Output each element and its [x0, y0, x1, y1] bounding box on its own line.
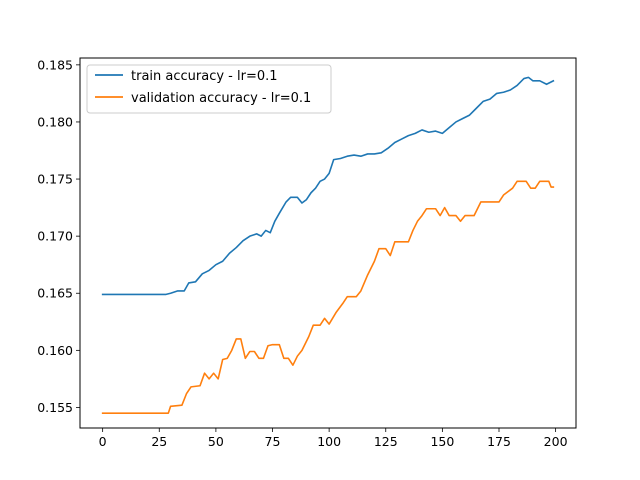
x-tick-label: 0 — [99, 434, 107, 449]
x-tick-label: 100 — [317, 434, 341, 449]
y-tick-label: 0.170 — [37, 229, 73, 244]
legend: train accuracy - lr=0.1 validation accur… — [86, 64, 332, 114]
x-tick-label: 200 — [544, 434, 568, 449]
y-tick-label: 0.180 — [37, 114, 73, 129]
x-tick-label: 75 — [265, 434, 281, 449]
y-axis-ticks: 0.155 0.160 0.165 0.170 0.175 0.180 0.185 — [37, 57, 80, 415]
y-tick-label: 0.165 — [37, 286, 73, 301]
x-tick-label: 175 — [487, 434, 511, 449]
x-tick-label: 150 — [430, 434, 454, 449]
y-tick-label: 0.175 — [37, 172, 73, 187]
plot-lines — [101, 76, 555, 414]
series-line-train — [101, 76, 555, 296]
plot-frame — [79, 57, 577, 429]
y-tick-label: 0.185 — [37, 57, 73, 72]
x-tick-label: 125 — [374, 434, 398, 449]
x-tick-label: 50 — [208, 434, 224, 449]
legend-box — [86, 64, 332, 114]
legend-label-validation: validation accuracy - lr=0.1 — [131, 91, 311, 106]
y-tick-label: 0.160 — [37, 343, 73, 358]
y-tick-label: 0.155 — [37, 400, 73, 415]
x-tick-label: 25 — [151, 434, 167, 449]
x-axis-ticks: 0 25 50 75 100 125 150 175 200 — [99, 428, 568, 449]
series-line-validation — [101, 180, 555, 414]
legend-label-train: train accuracy - lr=0.1 — [131, 69, 278, 84]
